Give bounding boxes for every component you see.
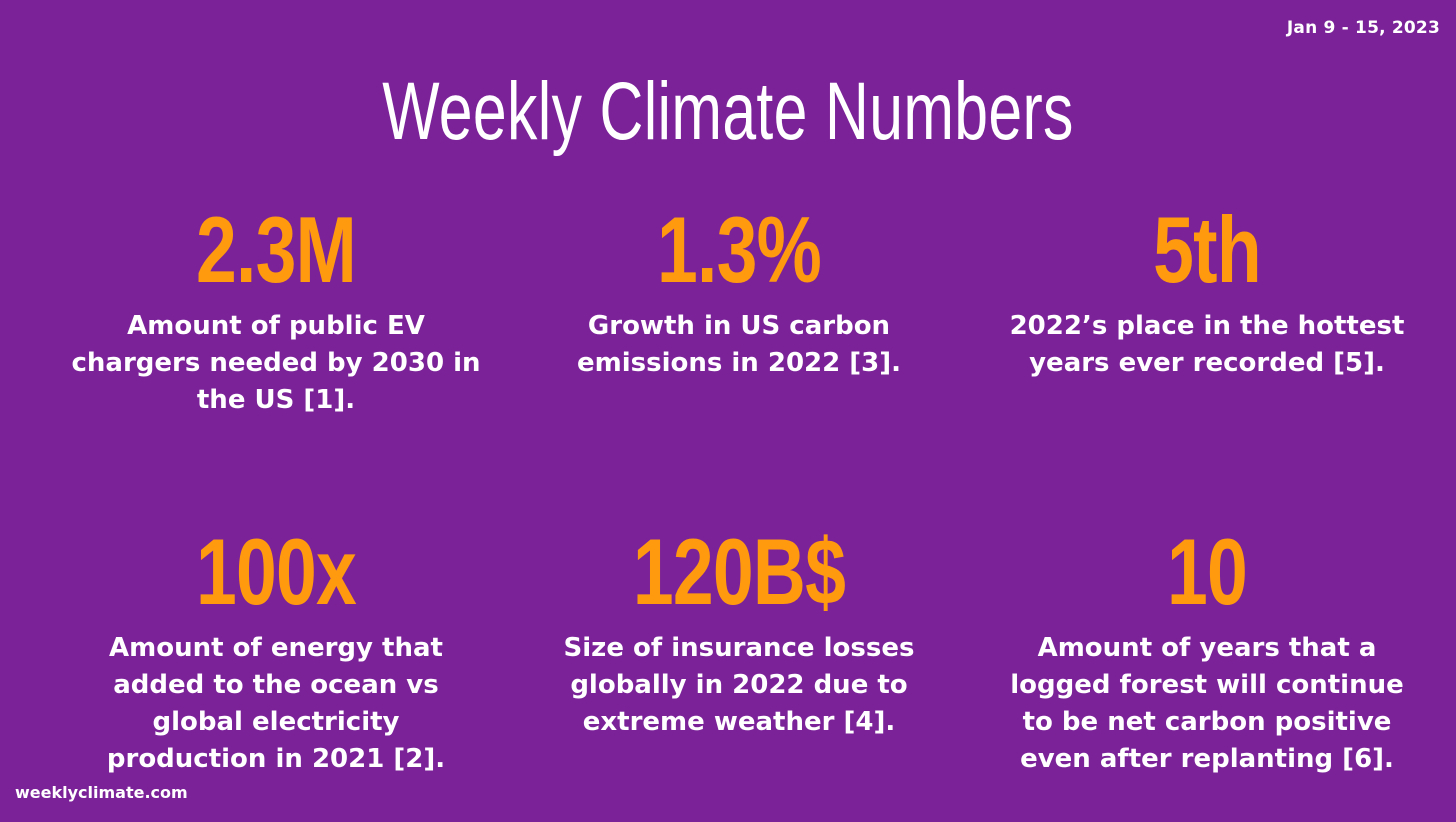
stat-card: 5th 2022’s place in the hottest years ev… (977, 200, 1437, 382)
stat-description: Size of insurance losses globally in 202… (563, 633, 915, 737)
site-url: weeklyclimate.com (15, 783, 188, 802)
stat-description: Amount of public EV chargers needed by 2… (71, 311, 481, 415)
stat-description: Amount of years that a logged forest wil… (1010, 633, 1404, 774)
stat-card: 1.3% Growth in US carbon emissions in 20… (509, 200, 969, 382)
stat-description: Amount of energy that added to the ocean… (106, 633, 446, 774)
stat-value: 10 (1167, 519, 1248, 624)
stat-card: 100x Amount of energy that added to the … (46, 522, 506, 778)
stat-value: 120B$ (632, 519, 846, 624)
date-range: Jan 9 - 15, 2023 (1286, 18, 1440, 38)
stat-card: 10 Amount of years that a logged forest … (977, 522, 1437, 778)
stat-value: 2.3M (196, 197, 357, 302)
page-title: Weekly Climate Numbers (382, 66, 1074, 157)
stat-card: 120B$ Size of insurance losses globally … (509, 522, 969, 741)
stat-description: 2022’s place in the hottest years ever r… (1009, 311, 1405, 378)
stat-value: 5th (1153, 197, 1261, 302)
stat-description: Growth in US carbon emissions in 2022 [3… (576, 311, 902, 378)
stat-card: 2.3M Amount of public EV chargers needed… (46, 200, 506, 419)
stat-value: 1.3% (656, 197, 822, 302)
stat-value: 100x (196, 519, 357, 624)
